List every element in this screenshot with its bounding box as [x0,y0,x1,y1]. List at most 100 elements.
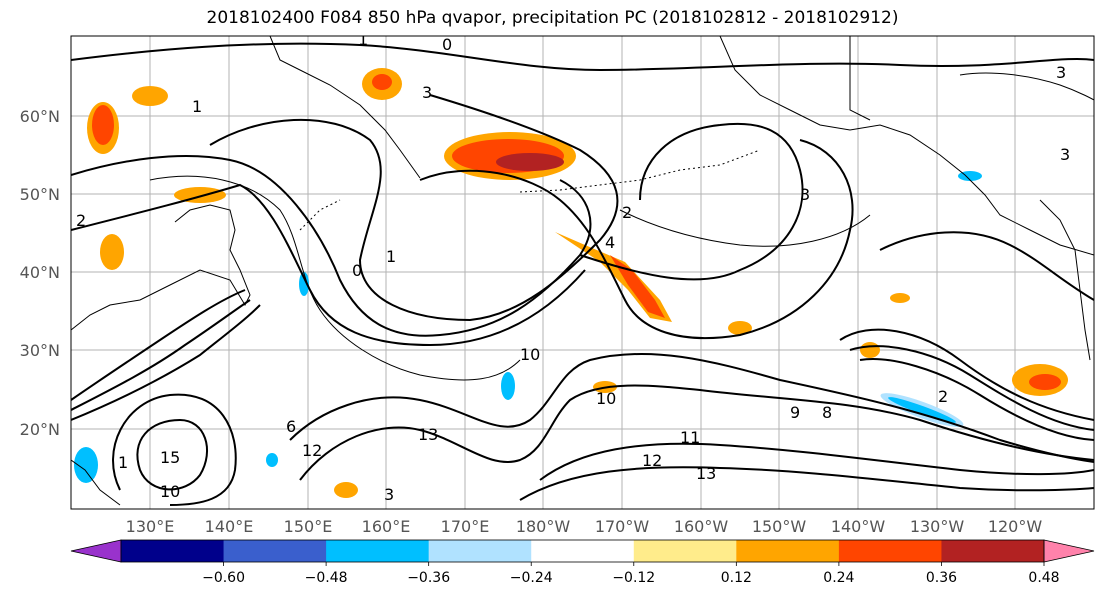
contour-label: 3 [422,83,432,102]
colorbar-tick-label: −0.60 [202,570,245,586]
colorbar-outline [120,539,1045,563]
precip-blob-gulf-max [496,153,564,171]
contour-thin-2 [619,209,871,247]
colorbar-segment [121,540,225,562]
lon-tick-label: 150°E [284,517,333,536]
contour-label: 1 [386,247,396,266]
contour-5 [579,122,804,281]
lon-tick-label: 180°W [516,517,571,536]
colorbar-tick-label: 0.24 [823,570,854,586]
qvapor-contours [71,42,1094,506]
contour-label: 2 [938,387,948,406]
lon-tick-label: 170°W [595,517,650,536]
lat-tick-label: 30°N [20,341,60,360]
colorbar-tick-label: −0.24 [510,570,553,586]
contour-13 [289,352,1094,463]
colorbar-segment [428,540,532,562]
contour-label: 10 [596,389,616,408]
colorbar-segment [736,540,840,562]
contour-label: 13 [696,464,716,483]
contour-11 [112,393,237,506]
precip-neg-blob-alaska [958,171,982,181]
contour-15 [519,466,1094,501]
contour-12 [299,384,1094,481]
lon-tick-label: 160°E [362,517,411,536]
contour-label: 8 [822,403,832,422]
border-alaska-canada [849,36,871,121]
precip-neg-blob-japan [299,272,309,296]
contour-6 [419,139,854,339]
contour-8 [71,299,251,411]
precip-band-front-core [610,255,665,318]
contour-label: 9 [790,403,800,422]
lon-tick-label: 170°E [441,517,490,536]
colorbar-segment [941,540,1045,562]
colorbar-extend-min [70,539,122,563]
lat-tick-label: 60°N [20,107,60,126]
lon-tick-label: 140°W [831,517,886,536]
latitude-ticks: 60°N 50°N 40°N 30°N 20°N [20,107,60,439]
contour-label: 15 [160,448,180,467]
contour-label: 0 [442,35,452,54]
contour-label: 3 [800,185,810,204]
coast-japan [71,204,251,331]
precip-neg-blob-east-core [888,397,956,423]
precip-neg-blob-china [74,447,98,483]
coast-aleutians [519,149,761,193]
contour-label: 2 [76,211,86,230]
colorbar-tick-label: 0.36 [926,570,957,586]
contour-label: 13 [418,425,438,444]
colorbar-extend-max [1043,539,1095,563]
lat-tick-label: 20°N [20,420,60,439]
colorbar-tick-label: 0.48 [1028,570,1059,586]
lon-tick-label: 140°E [205,517,254,536]
colorbar-tick-label: 0.12 [721,570,752,586]
contour-10 [136,418,209,491]
colorbar-segment [531,540,635,562]
contour-7 [71,289,246,401]
precip-neg-blob-mid [501,372,515,400]
precip-neg-blob-sw [266,453,278,467]
qvapor-contours-thin [149,72,1094,381]
lon-tick-label: 160°W [674,517,729,536]
contour-label: 10 [160,482,180,501]
contour-19 [879,231,1094,301]
contour-label: 10 [520,345,540,364]
colorbar-segment [633,540,737,562]
precip-blob-mid [728,321,752,335]
contour-9 [71,304,261,421]
lon-tick-label: 130°E [126,517,175,536]
contour-1 [71,42,1094,72]
contour-label: 4 [605,233,615,252]
precip-blob-korea [100,234,124,270]
lon-tick-label: 130°W [910,517,965,536]
contour-label: 6 [286,417,296,436]
precip-blob-north-core [372,74,392,90]
precip-blob-nw [132,86,168,106]
colorbar-tick-label: −0.48 [305,570,348,586]
contour-labels: 1 0 3 1 2 2 3 1 0 2 3 4 8 9 10 11 12 13 … [76,30,1070,504]
coast-china-south [71,459,121,506]
contour-16 [839,328,1094,421]
contour-2 [209,94,619,322]
precip-shading [74,68,1068,498]
colorbar [70,539,1095,563]
contour-label: 1 [192,97,202,116]
lon-tick-label: 150°W [752,517,807,536]
graticule [71,36,1094,509]
contour-label: 3 [1060,145,1070,164]
contour-17 [849,345,1094,431]
contour-label: 12 [302,441,322,460]
precip-blob-sw [334,482,358,498]
precip-blob-mexico-core [1029,374,1061,390]
contour-18 [859,358,1094,441]
precip-blob-ne [890,293,910,303]
contour-label: 2 [622,203,632,222]
precip-blob-west-core [92,105,114,145]
lat-tick-label: 40°N [20,263,60,282]
contour-label: 1 [358,30,368,49]
contour-thin-3 [959,72,1094,101]
contour-label: 12 [642,451,662,470]
colorbar-tick-label: −0.12 [612,570,655,586]
colorbar-ticks: −0.60 −0.48 −0.36 −0.24 −0.12 0.12 0.24 0.36 0.4… [202,562,1060,586]
